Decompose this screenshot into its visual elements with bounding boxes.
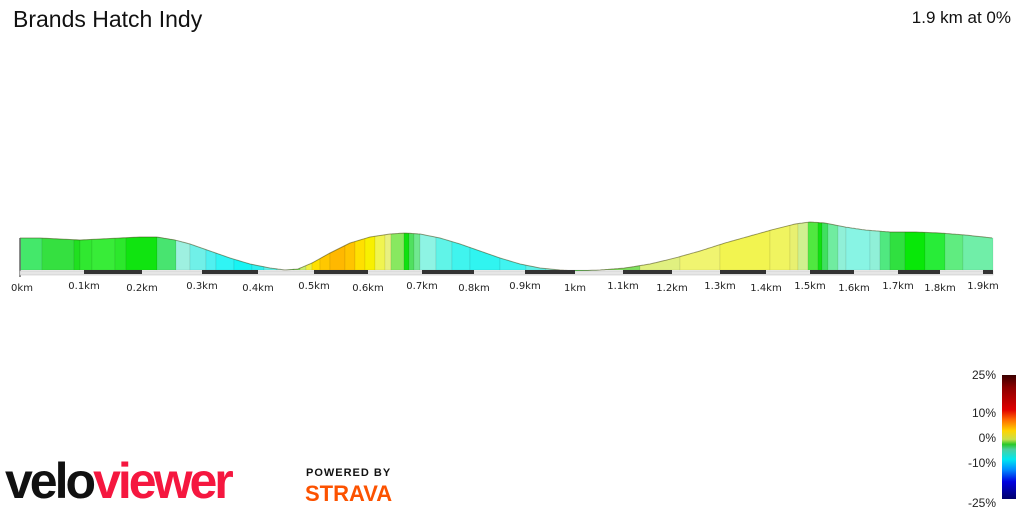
scale-bar-dark-segment — [810, 270, 854, 274]
legend-label-0: 0% — [978, 431, 996, 445]
scale-bar-dark-segment — [422, 270, 474, 274]
logo-velo: velo — [5, 453, 96, 509]
powered-by-label: POWERED BY — [306, 467, 392, 479]
profile-segment — [364, 235, 376, 271]
profile-segment — [374, 234, 386, 271]
profile-segment — [189, 243, 207, 271]
x-axis-label: 0.8km — [458, 283, 489, 294]
profile-segment — [904, 231, 926, 271]
x-axis-label: 1.4km — [750, 283, 781, 294]
x-axis-label: 1km — [564, 283, 586, 294]
profile-segment — [354, 238, 366, 271]
x-axis-label: 0.4km — [242, 283, 273, 294]
profile-outline — [20, 221, 993, 272]
profile-segment — [525, 264, 547, 271]
profile-segment — [944, 233, 964, 271]
x-axis-label: 1.1km — [607, 281, 638, 292]
profile-segment — [499, 257, 527, 271]
x-axis-label: 0km — [11, 283, 33, 294]
x-axis-label: 0.2km — [126, 283, 157, 294]
profile-segment — [156, 236, 177, 271]
profile-segment — [469, 247, 501, 271]
x-axis-label: 1.8km — [924, 283, 955, 294]
x-axis-label: 1.2km — [656, 283, 687, 294]
x-axis-label: 0.9km — [509, 281, 540, 292]
x-axis-label: 0.7km — [406, 281, 437, 292]
profile-segment — [41, 237, 75, 271]
profile-segment — [233, 258, 253, 271]
profile-segment — [451, 241, 471, 271]
profile-segment — [962, 234, 994, 271]
profile-segment — [879, 230, 891, 271]
x-axis-label: 1.7km — [882, 281, 913, 292]
profile-segment — [19, 237, 43, 271]
profile-segment — [384, 233, 392, 271]
profile-segment — [719, 229, 771, 271]
profile-segment — [837, 225, 847, 271]
profile-segment — [769, 224, 791, 271]
route-summary: 1.9 km at 0% — [911, 8, 1011, 27]
x-axis-label: 1.5km — [794, 281, 825, 292]
logo-viewer: viewer — [93, 453, 234, 509]
profile-segment — [125, 236, 158, 271]
x-axis-label: 1.9km — [967, 281, 998, 292]
profile-segment — [79, 239, 93, 271]
profile-segment — [827, 223, 839, 271]
gradient-legend: 25% 10% 0% -10% -25% — [960, 368, 1024, 512]
profile-segment — [419, 233, 437, 271]
legend-label-10: 10% — [971, 406, 996, 420]
legend-label-minus-10: -10% — [967, 456, 996, 470]
profile-segment — [408, 232, 415, 271]
x-axis-label: 1.3km — [704, 281, 735, 292]
profile-segment — [435, 236, 453, 271]
profile-segment — [924, 232, 946, 271]
legend-label-25: 25% — [971, 368, 996, 382]
profile-segment — [639, 256, 681, 271]
profile-segment — [889, 231, 906, 271]
profile-segment — [344, 241, 356, 271]
x-axis-label: 0.1km — [68, 281, 99, 292]
x-axis-label: 0.6km — [352, 283, 383, 294]
scale-bar-dark-segment — [202, 270, 258, 274]
scale-bar-dark-segment — [84, 270, 142, 274]
profile-segment — [390, 232, 405, 271]
profile-segment — [821, 222, 829, 271]
profile-segment — [679, 244, 721, 271]
scale-bar-dark-segment — [983, 270, 993, 274]
elevation-profile-chart: 0km 0.1km 0.2km 0.3km 0.4km 0.5km 0.6km 0.7km 0.… — [11, 221, 999, 294]
x-axis-label: 0.3km — [186, 281, 217, 292]
x-axis-label: 0.5km — [298, 281, 329, 292]
profile-segment — [114, 237, 127, 271]
scale-bar-dark-segment — [525, 270, 575, 274]
profile-segment — [869, 230, 881, 271]
gradient-color-scale — [1002, 375, 1016, 499]
profile-segment — [845, 226, 871, 271]
profile-segment — [807, 221, 819, 271]
scale-bar-dark-segment — [898, 270, 940, 274]
profile-segment — [413, 233, 421, 271]
profile-segment — [797, 221, 809, 271]
profile-segment — [789, 223, 799, 271]
route-title: Brands Hatch Indy — [13, 6, 203, 32]
veloviewer-logo: veloviewer — [5, 453, 234, 509]
scale-bar-dark-segment — [720, 270, 766, 274]
legend-label-minus-25: -25% — [967, 496, 996, 510]
scale-bar-dark-segment — [314, 270, 368, 274]
profile-segment — [73, 239, 81, 271]
x-axis-label: 1.6km — [838, 283, 869, 294]
strava-logo: STRAVA — [305, 481, 393, 506]
profile-segment — [403, 232, 410, 271]
profile-segment — [175, 239, 191, 271]
profile-segment — [817, 222, 823, 271]
profile-segment — [599, 265, 641, 271]
scale-bar-dark-segment — [623, 270, 672, 274]
profile-segment — [91, 238, 116, 271]
profile-segment — [215, 252, 235, 271]
